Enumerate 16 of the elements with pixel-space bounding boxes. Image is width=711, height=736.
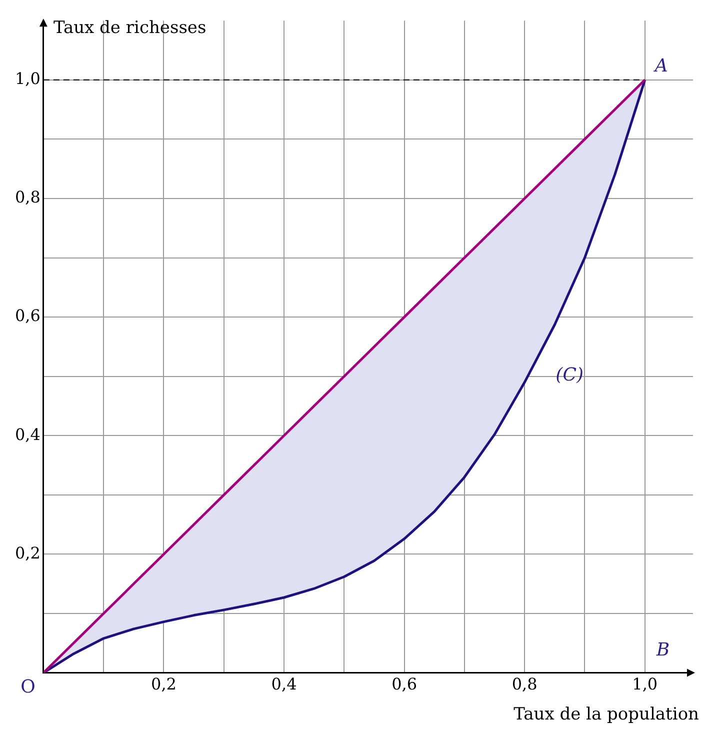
- x-tick-label: 0,2: [151, 674, 176, 694]
- annotation: A: [652, 56, 668, 77]
- y-tick-label: 1,0: [14, 69, 40, 88]
- y-tick-label: 0,6: [14, 306, 40, 326]
- y-tick-label: 0,4: [14, 424, 40, 444]
- x-tick-label: 0,6: [392, 674, 418, 694]
- x-tick-label: 1,0: [632, 674, 658, 694]
- y-axis-title: Taux de richesses: [53, 18, 206, 38]
- annotation: (C): [556, 364, 584, 386]
- annotation: O: [20, 676, 36, 698]
- annotation: B: [655, 639, 670, 660]
- x-tick-label: 0,4: [271, 674, 297, 694]
- y-tick-label: 0,8: [14, 188, 40, 207]
- x-tick-label: 0,8: [512, 674, 538, 694]
- y-tick-label: 0,2: [14, 543, 40, 562]
- x-axis-title: Taux de la population: [514, 704, 700, 725]
